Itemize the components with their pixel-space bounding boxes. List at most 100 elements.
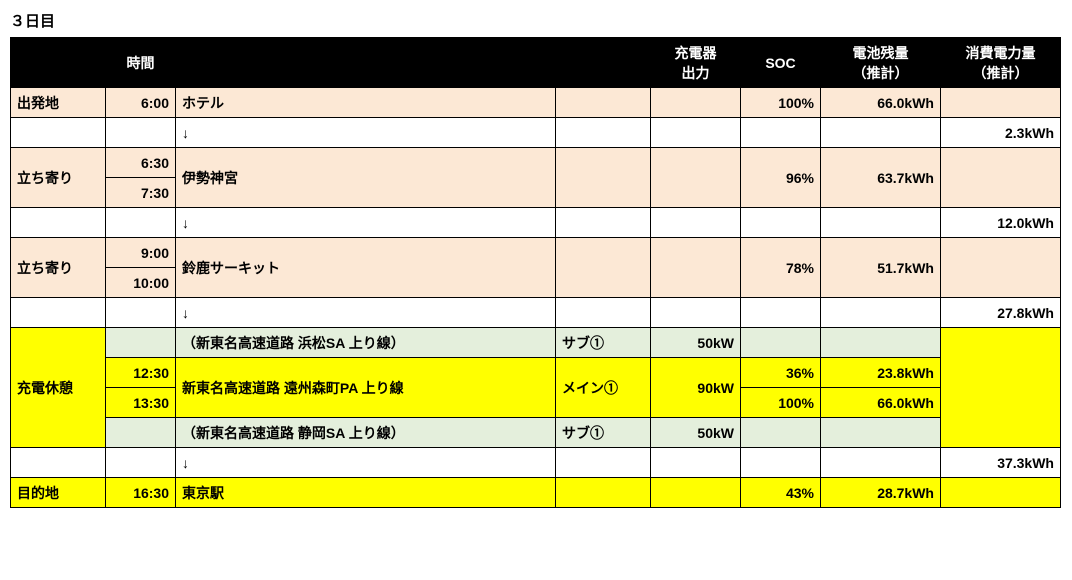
col-label	[11, 38, 106, 88]
cell-pow: 2.3kWh	[941, 118, 1061, 148]
cell-label: 出発地	[11, 88, 106, 118]
cell-sub: サブ①	[556, 418, 651, 448]
cell-place: 伊勢神宮	[176, 148, 556, 208]
cell-time	[106, 118, 176, 148]
cell-out	[651, 448, 741, 478]
cell-label: 立ち寄り	[11, 238, 106, 298]
row-destination: 目的地 16:30 東京駅 43% 28.7kWh	[11, 478, 1061, 508]
col-power: 消費電力量 （推計）	[941, 38, 1061, 88]
cell-sub	[556, 478, 651, 508]
cell-time	[106, 208, 176, 238]
cell-batt	[821, 118, 941, 148]
cell-pow	[941, 88, 1061, 118]
cell-batt	[821, 298, 941, 328]
row-segment: ↓ 2.3kWh	[11, 118, 1061, 148]
cell-pow: 12.0kWh	[941, 208, 1061, 238]
col-sub	[556, 38, 651, 88]
cell-time: 16:30	[106, 478, 176, 508]
cell-sub	[556, 118, 651, 148]
cell-pow	[941, 238, 1061, 298]
col-place	[176, 38, 556, 88]
cell-batt	[821, 448, 941, 478]
col-soc: SOC	[741, 38, 821, 88]
col-time: 時間	[106, 38, 176, 88]
cell-batt: 23.8kWh	[821, 358, 941, 388]
cell-batt: 28.7kWh	[821, 478, 941, 508]
cell-out	[651, 238, 741, 298]
cell-time	[106, 448, 176, 478]
row-segment: ↓ 12.0kWh	[11, 208, 1061, 238]
cell-out	[651, 118, 741, 148]
cell-soc	[741, 418, 821, 448]
cell-time: 9:00	[106, 238, 176, 268]
cell-batt	[821, 328, 941, 358]
cell-time: 10:00	[106, 268, 176, 298]
cell-out: 90kW	[651, 358, 741, 418]
cell-sub	[556, 88, 651, 118]
cell-out	[651, 88, 741, 118]
cell-label: 立ち寄り	[11, 148, 106, 208]
cell-time: 6:00	[106, 88, 176, 118]
cell-batt: 51.7kWh	[821, 238, 941, 298]
page-title: ３日目	[10, 10, 1062, 31]
cell-out	[651, 298, 741, 328]
header-row: 時間 充電器 出力 SOC 電池残量 （推計） 消費電力量 （推計）	[11, 38, 1061, 88]
cell-sub	[556, 208, 651, 238]
cell-out	[651, 208, 741, 238]
cell-label	[11, 298, 106, 328]
cell-label	[11, 208, 106, 238]
cell-soc: 100%	[741, 88, 821, 118]
cell-soc	[741, 328, 821, 358]
schedule-table: 時間 充電器 出力 SOC 電池残量 （推計） 消費電力量 （推計） 出発地 6…	[10, 37, 1061, 508]
cell-time	[106, 418, 176, 448]
cell-time: 7:30	[106, 178, 176, 208]
row-charge-main-a: 12:30 新東名高速道路 遠州森町PA 上り線 メイン① 90kW 36% 2…	[11, 358, 1061, 388]
cell-soc	[741, 208, 821, 238]
row-stop1a: 立ち寄り 6:30 伊勢神宮 96% 63.7kWh	[11, 148, 1061, 178]
cell-sub	[556, 448, 651, 478]
cell-time	[106, 328, 176, 358]
cell-arrow: ↓	[176, 208, 556, 238]
cell-batt	[821, 208, 941, 238]
row-charge-sub1: 充電休憩 （新東名高速道路 浜松SA 上り線） サブ① 50kW	[11, 328, 1061, 358]
cell-pow	[941, 478, 1061, 508]
cell-soc: 96%	[741, 148, 821, 208]
cell-out	[651, 148, 741, 208]
cell-batt: 63.7kWh	[821, 148, 941, 208]
cell-label: 目的地	[11, 478, 106, 508]
cell-soc: 100%	[741, 388, 821, 418]
cell-time: 12:30	[106, 358, 176, 388]
row-segment: ↓ 27.8kWh	[11, 298, 1061, 328]
cell-pow	[941, 148, 1061, 208]
cell-batt	[821, 418, 941, 448]
cell-soc: 78%	[741, 238, 821, 298]
cell-place: （新東名高速道路 浜松SA 上り線）	[176, 328, 556, 358]
cell-pow: 27.8kWh	[941, 298, 1061, 328]
cell-pow: 37.3kWh	[941, 448, 1061, 478]
cell-label: 充電休憩	[11, 328, 106, 448]
cell-out: 50kW	[651, 328, 741, 358]
cell-sub: メイン①	[556, 358, 651, 418]
cell-time	[106, 298, 176, 328]
col-battery: 電池残量 （推計）	[821, 38, 941, 88]
cell-time: 6:30	[106, 148, 176, 178]
col-charger-out: 充電器 出力	[651, 38, 741, 88]
cell-sub: サブ①	[556, 328, 651, 358]
cell-sub	[556, 148, 651, 208]
cell-arrow: ↓	[176, 298, 556, 328]
cell-soc	[741, 298, 821, 328]
cell-batt: 66.0kWh	[821, 388, 941, 418]
cell-soc: 43%	[741, 478, 821, 508]
row-departure: 出発地 6:00 ホテル 100% 66.0kWh	[11, 88, 1061, 118]
cell-sub	[556, 298, 651, 328]
cell-place: ホテル	[176, 88, 556, 118]
row-stop2a: 立ち寄り 9:00 鈴鹿サーキット 78% 51.7kWh	[11, 238, 1061, 268]
cell-arrow: ↓	[176, 448, 556, 478]
cell-label	[11, 118, 106, 148]
cell-time: 13:30	[106, 388, 176, 418]
row-segment: ↓ 37.3kWh	[11, 448, 1061, 478]
cell-soc: 36%	[741, 358, 821, 388]
cell-sub	[556, 238, 651, 298]
cell-place: 新東名高速道路 遠州森町PA 上り線	[176, 358, 556, 418]
cell-place: （新東名高速道路 静岡SA 上り線）	[176, 418, 556, 448]
